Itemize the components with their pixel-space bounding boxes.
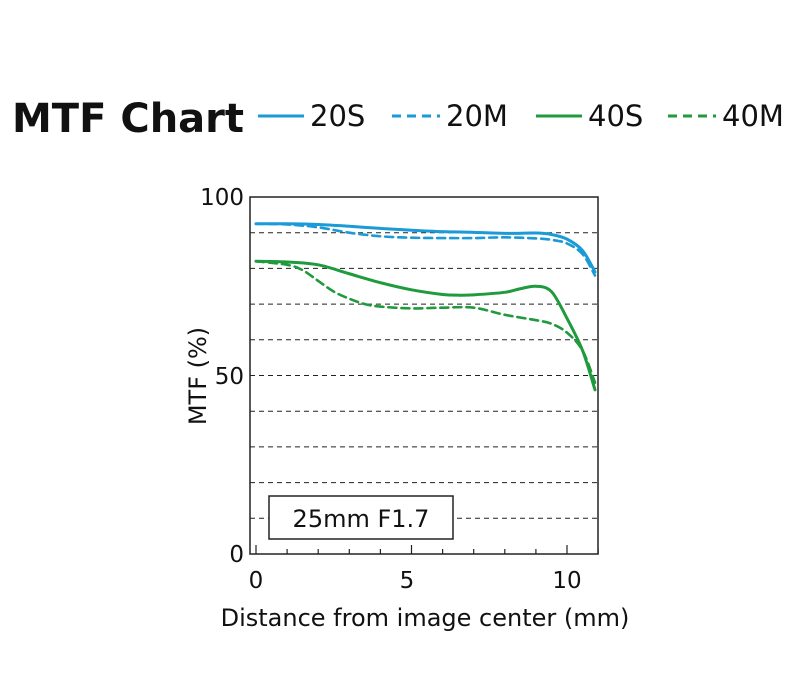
legend-label-40m: 40M xyxy=(722,99,784,133)
legend: 20S 20M 40S 40M xyxy=(258,99,784,133)
series-layer xyxy=(254,222,597,392)
legend-label-20s: 20S xyxy=(310,99,365,133)
lens-annotation: 25mm F1.7 xyxy=(268,495,454,540)
x-tick-5: 5 xyxy=(400,568,415,594)
legend-label-40s: 40S xyxy=(588,99,643,133)
legend-entry-20s: 20S xyxy=(258,99,365,133)
legend-entry-40m: 40M xyxy=(668,99,784,133)
x-axis-label: Distance from image center (mm) xyxy=(221,604,630,632)
y-axis-label: MTF (%) xyxy=(184,327,212,425)
plot-frame xyxy=(249,196,599,555)
lens-annotation-text: 25mm F1.7 xyxy=(293,505,430,533)
chart-title: MTF Chart xyxy=(12,96,244,142)
x-tick-marks xyxy=(255,545,599,554)
y-tick-50: 50 xyxy=(215,364,244,390)
legend-entry-40s: 40S xyxy=(536,99,643,133)
legend-label-20m: 20M xyxy=(446,99,508,133)
series-line-40s xyxy=(254,259,597,392)
y-tick-0: 0 xyxy=(229,542,244,568)
series-line-20m xyxy=(254,222,597,277)
x-tick-10: 10 xyxy=(552,568,581,594)
series-line-20s xyxy=(254,222,597,274)
series-line-40m xyxy=(254,259,597,384)
y-tick-100: 100 xyxy=(200,185,244,211)
gridlines xyxy=(250,232,598,519)
x-tick-0: 0 xyxy=(249,568,264,594)
legend-entry-20m: 20M xyxy=(392,99,508,133)
lens-annotation-box xyxy=(268,495,454,540)
